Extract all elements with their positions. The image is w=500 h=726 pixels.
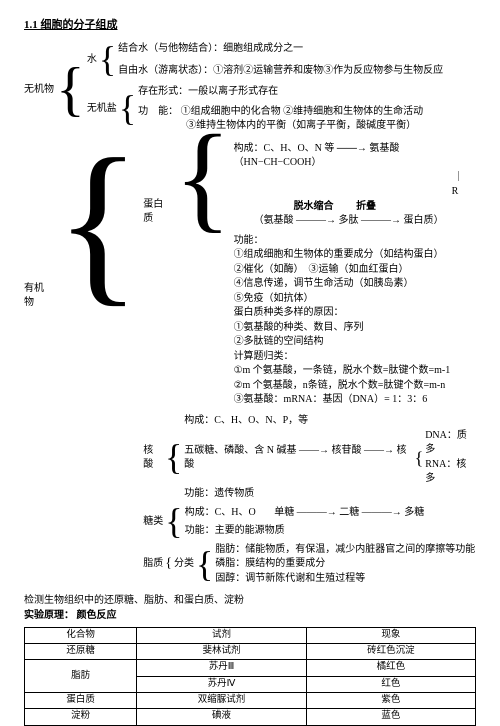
arrow-icon: ——→ xyxy=(337,143,370,154)
table-row: 淀粉 碘液 蓝色 xyxy=(25,709,476,725)
organic-label: 有机物 xyxy=(24,282,53,310)
flow-step1: 脱水缩合 xyxy=(294,201,334,212)
th-compound: 化合物 xyxy=(25,627,137,643)
lipid-classify: 分类 xyxy=(174,557,194,571)
cell: 双缩脲试剂 xyxy=(137,693,306,709)
brace-icon: { xyxy=(56,76,85,103)
protein-label: 蛋白质 xyxy=(143,198,172,226)
nucleic-compose: 构成：C、H、O、N、P，等 xyxy=(184,414,476,428)
lipid-l2: 磷脂：膜结构的重要成分 xyxy=(215,557,475,571)
flow-chain: 氨基酸 ———→ 多肽 ———→ 蛋白质 xyxy=(264,215,434,226)
brace-icon: { xyxy=(165,511,182,533)
protein-f1: ①组成细胞和生物体的重要成分（如结构蛋白） xyxy=(234,249,444,260)
brace-icon: { xyxy=(119,98,136,120)
lipid-l3: 固醇：调节新陈代谢和生殖过程等 xyxy=(215,572,475,586)
protein-func-label: 功能： xyxy=(234,235,264,246)
cell: 蛋白质 xyxy=(25,693,137,709)
protein-f3: ④信息传递，调节生命活动（如胰岛素） xyxy=(234,277,476,291)
cell: 淀粉 xyxy=(25,709,137,725)
salt-label: 无机盐 xyxy=(87,102,117,116)
protein-c3: ③氨基酸：mRNA：基因（DNA）= 1：3：6 xyxy=(234,393,476,407)
principle-text: 颜色反应 xyxy=(77,610,117,621)
detect-line: 检测生物组织中的还原糖、脂肪、和蛋白质、淀粉 xyxy=(24,594,476,608)
nucleic-label: 核酸 xyxy=(143,444,163,472)
water-bound: 结合水（与他物结合）：细胞组成成分之一 xyxy=(118,42,443,56)
salt-func-label: 功 能： xyxy=(138,106,178,117)
protein-f2: ②催化（如酶） ③运输（如血红蛋白） xyxy=(234,263,476,277)
brace-icon: { xyxy=(165,447,182,469)
cell: 砖红色沉淀 xyxy=(306,644,475,660)
rna-line: RNA：核多 xyxy=(425,458,476,486)
protein-d1: ①氨基酸的种类、数目、序列 xyxy=(234,321,476,335)
r-group: R xyxy=(452,185,476,199)
th-reagent: 试剂 xyxy=(137,627,306,643)
cell: 橘红色 xyxy=(306,660,475,676)
cell-fat: 脂肪 xyxy=(25,660,137,693)
cell: 红色 xyxy=(306,676,475,692)
flow-step2: 折叠 xyxy=(356,201,376,212)
nucleic-chain: 五碳糖、磷酸、含 N 碱基 ——→ 核苷酸 ——→ 核酸 xyxy=(184,444,412,472)
sugar-chain: 单糖 ———→ 二糖 ———→ 多糖 xyxy=(274,507,424,518)
brace-icon: { xyxy=(99,49,116,71)
sugar-label: 糖类 xyxy=(143,515,163,529)
protein-f4: ⑤免疫（如抗体） xyxy=(234,292,476,306)
nucleic-func: 功能：遗传物质 xyxy=(184,487,476,501)
cell: 还原糖 xyxy=(25,644,137,660)
th-result: 现象 xyxy=(306,627,475,643)
table-row: 蛋白质 双缩脲试剂 紫色 xyxy=(25,693,476,709)
inorganic-label: 无机物 xyxy=(24,83,54,97)
cell: 蓝色 xyxy=(306,709,475,725)
protein-calc: 计算题归类： xyxy=(234,350,476,364)
water-free: 自由水（游离状态）：①溶剂②运输营养和废物③作为反应物参与生物反应 xyxy=(118,64,443,78)
table-header-row: 化合物 试剂 现象 xyxy=(25,627,476,643)
dna-line: DNA：质多 xyxy=(425,429,476,457)
principle-label: 实验原理： xyxy=(24,610,74,621)
cell: 碘液 xyxy=(137,709,306,725)
cell: 紫色 xyxy=(306,693,475,709)
brace-icon: { xyxy=(55,202,141,242)
protein-compose: 构成：C、H、O、N 等 xyxy=(234,143,335,154)
cell: 苏丹Ⅲ xyxy=(137,660,306,676)
brace-icon: { xyxy=(165,558,172,571)
brace-icon: { xyxy=(415,450,424,466)
protein-diverse: 蛋白质种类多样的原因： xyxy=(234,306,476,320)
page-title: 1.1 细胞的分子组成 xyxy=(24,18,476,33)
lipid-l1: 脂肪：储能物质，有保温，减少内脏器官之间的摩擦等功能 xyxy=(215,543,475,557)
salt-form: 存在形式：一般以离子形式存在 xyxy=(138,85,423,99)
protein-c2: ②m 个氨基酸，n条链，脱水个数=肽键个数=m-n xyxy=(234,379,476,393)
lipid-label: 脂质 xyxy=(143,557,163,571)
protein-d2: ②多肽链的空间结构 xyxy=(234,335,476,349)
brace-icon: { xyxy=(196,554,213,576)
cell: 苏丹Ⅳ xyxy=(137,676,306,692)
cell: 斐林试剂 xyxy=(137,644,306,660)
sugar-func: 功能：主要的能源物质 xyxy=(185,524,425,538)
outline-tree: 无机物 { 水 { 结合水（与他物结合）：细胞组成成分之一 自由水（游离状态）：… xyxy=(24,41,476,590)
table-row: 脂肪 苏丹Ⅲ 橘红色 xyxy=(25,660,476,676)
table-row: 还原糖 斐林试剂 砖红色沉淀 xyxy=(25,644,476,660)
water-label: 水 xyxy=(87,53,97,67)
protein-c1: ①m 个氨基酸，一条链，脱水个数=肽键个数=m-1 xyxy=(234,364,476,378)
reaction-table: 化合物 试剂 现象 还原糖 斐林试剂 砖红色沉淀 脂肪 苏丹Ⅲ 橘红色 苏丹Ⅳ … xyxy=(24,627,476,726)
sugar-compose: 构成：C、H、O xyxy=(185,507,256,518)
brace-icon: { xyxy=(174,162,232,192)
